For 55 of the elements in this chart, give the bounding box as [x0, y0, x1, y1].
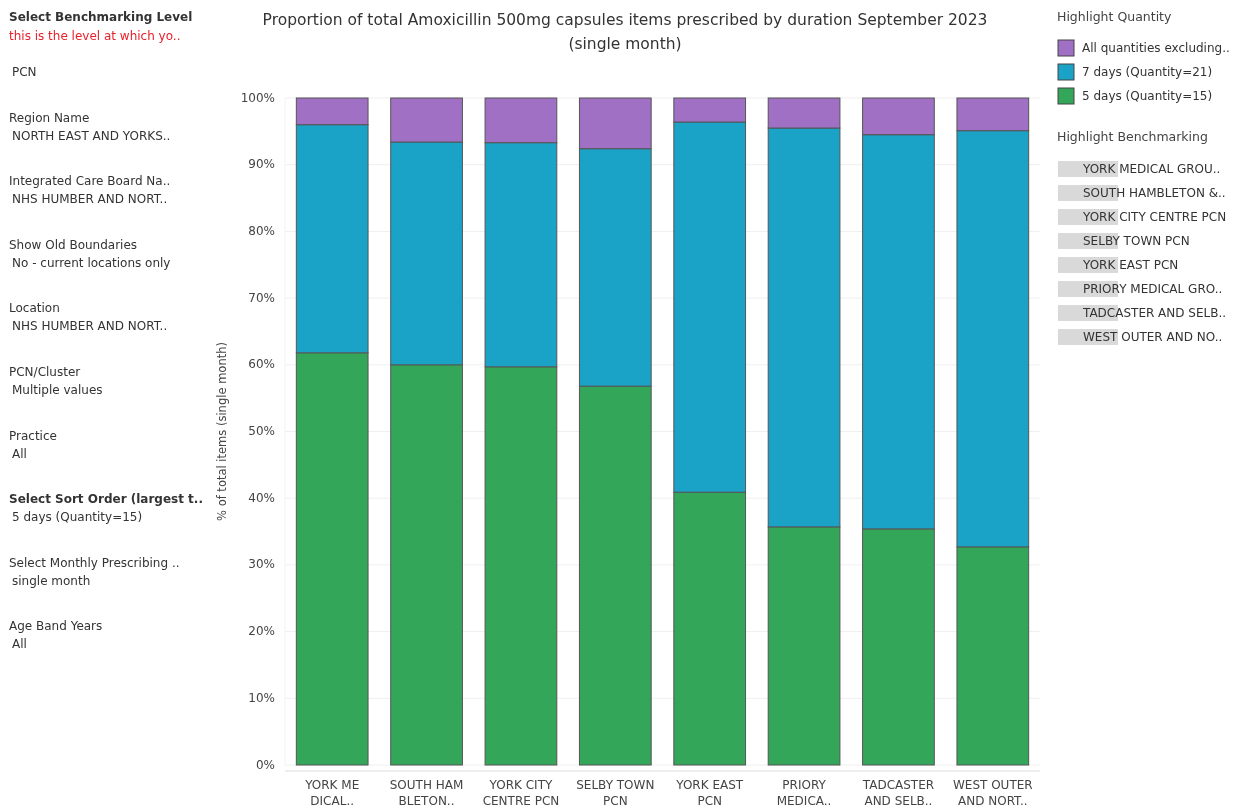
x-tick-label: YORK ME DICAL.. — [304, 778, 360, 808]
x-tick-label: SOUTH HAM BLETON.. — [389, 778, 464, 808]
y-tick-label: 20% — [248, 624, 275, 639]
y-tick-label: 100% — [240, 90, 275, 105]
text: 5 days (Quantity=15) — [12, 510, 143, 525]
text: Region Name — [9, 110, 90, 125]
x-tick-label: YORK CITY CENTRE PCN — [482, 778, 560, 808]
y-tick-label: 50% — [248, 424, 275, 438]
y-tick-label: 0% — [255, 757, 275, 772]
text: No - current locations only — [12, 255, 171, 270]
text: 5 days (Quantity=15) — [1082, 88, 1213, 103]
legend-label: 7 days (Quantity=21) — [1082, 64, 1213, 79]
y-tick-label: 90% — [248, 157, 275, 172]
x-tick-label: WEST OUTER AND NORT.. — [952, 778, 1033, 808]
text: TADCASTER AND SELB.. — [1082, 305, 1227, 320]
text: Age Band Years — [9, 619, 103, 634]
text: NHS HUMBER AND NORT.. — [12, 319, 168, 334]
text: Integrated Care Board Na.. — [9, 174, 171, 189]
y-tick-label: 60% — [248, 357, 275, 372]
y-tick-label: 30% — [248, 557, 275, 572]
text: this is the level at which yo.. — [9, 28, 181, 43]
text: YORK EAST PCN — [1082, 257, 1179, 272]
text: Highlight Benchmarking — [1057, 128, 1208, 144]
legend-title: Highlight Quantity — [1057, 8, 1173, 24]
text: Practice — [9, 428, 57, 443]
y-axis-title: % of total items (single month) — [214, 342, 229, 521]
y-tick-label: 80% — [248, 223, 275, 238]
y-tick-label: 10% — [248, 690, 275, 705]
x-tick-label: PRIORY MEDICA.. — [776, 778, 832, 808]
text: SOUTH HAMBLETON &.. — [1083, 185, 1226, 200]
x-tick-label: YORK EAST PCN — [675, 778, 744, 808]
text: PCN — [12, 64, 37, 79]
x-tick-label: TADCASTER AND SELB.. — [861, 778, 935, 808]
text: All — [12, 446, 27, 461]
text: SELBY TOWN PCN — [1083, 233, 1190, 248]
text: NORTH EAST AND YORKS.. — [12, 128, 171, 143]
x-tick-label: SELBY TOWN PCN — [576, 778, 655, 808]
y-tick-label: 70% — [248, 290, 275, 305]
text: Select Sort Order (largest t.. — [9, 492, 203, 507]
y-tick-label: 40% — [248, 490, 275, 505]
text: YORK CITY CENTRE PCN — [1082, 209, 1227, 224]
text: Select Benchmarking Level — [9, 9, 193, 24]
text: single month — [12, 573, 91, 588]
legend-label: All quantities excluding.. — [1082, 40, 1230, 55]
chart-title: Proportion of total Amoxicillin 500mg capsules items prescribed by duration September 2023 (single month) — [262, 10, 988, 53]
text: Location — [9, 301, 60, 316]
text: YORK MEDICAL GROU.. — [1082, 161, 1221, 176]
text: PCN/Cluster — [9, 364, 81, 379]
text: WEST OUTER AND NO.. — [1083, 329, 1223, 344]
text: Multiple values — [12, 382, 103, 397]
text: Show Old Boundaries — [9, 237, 138, 252]
text: PRIORY MEDICAL GRO.. — [1083, 281, 1223, 296]
text: NHS HUMBER AND NORT.. — [12, 192, 168, 207]
text: All — [12, 637, 27, 652]
text: Select Monthly Prescribing .. — [9, 555, 180, 570]
